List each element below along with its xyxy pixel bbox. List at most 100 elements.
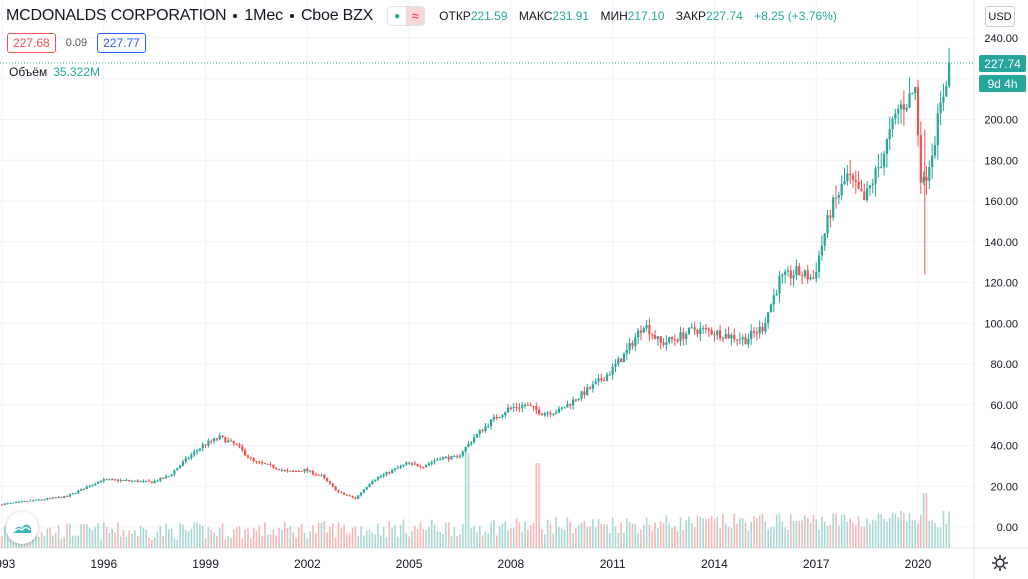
volume-bar [411, 531, 413, 548]
candle-body [905, 107, 908, 110]
candle-body [588, 387, 592, 389]
interval-label[interactable]: 1Мес [244, 7, 283, 24]
candle-body [224, 437, 227, 443]
exchange-label[interactable]: Cboe BZX [300, 7, 374, 24]
candle-body [628, 343, 631, 351]
wave-icon[interactable]: ≈ [406, 7, 425, 25]
separator-dot [233, 14, 238, 18]
buy-price-button[interactable]: 227.77 [97, 33, 146, 53]
candle-body [167, 476, 170, 478]
volume-bar [453, 526, 456, 548]
candle-body [857, 181, 860, 189]
volume-bar [798, 521, 801, 548]
volume-value: 35.322M [53, 65, 100, 79]
volume-bar [303, 533, 306, 548]
y-tick-label: 180.00 [984, 155, 1018, 167]
candle-body [583, 391, 586, 396]
volume-bar [634, 523, 637, 548]
volume-bar [433, 524, 436, 548]
candle-body [484, 426, 487, 432]
quote-row: 227.68 0.09 227.77 [7, 33, 146, 53]
candle-body [244, 450, 247, 456]
volume-bar [580, 522, 583, 548]
candle-body [359, 492, 363, 496]
volume-bar [552, 533, 555, 548]
volume-bar [676, 531, 679, 548]
candle-body [501, 415, 504, 418]
dot-icon[interactable]: ● [394, 10, 401, 22]
volume-bar [470, 528, 473, 548]
candle-body [487, 426, 490, 428]
candle-body [526, 404, 529, 406]
volume-bar [6, 528, 9, 548]
candle-body [436, 459, 439, 461]
candle-body [945, 86, 948, 97]
volume-bar [942, 511, 945, 548]
candle-body [416, 464, 419, 467]
candle-body [806, 270, 809, 280]
candle-body [470, 442, 473, 444]
volume-bar [422, 529, 425, 548]
candle-body [391, 469, 394, 474]
indicator-toggle[interactable]: ● ≈ [387, 6, 426, 26]
candle-body [105, 479, 108, 481]
volume-bar [4, 526, 6, 548]
candle-body [885, 139, 889, 154]
candle-body [187, 457, 190, 459]
settings-gear-icon[interactable] [990, 553, 1010, 573]
volume-bar [770, 527, 772, 548]
candle-body [170, 474, 173, 477]
candle-body [902, 104, 905, 110]
volume-bar [724, 523, 727, 548]
candle-body [193, 451, 196, 455]
volume-bar [213, 532, 215, 548]
symbol-name[interactable]: MCDONALDS CORPORATION [6, 7, 227, 24]
volume-bar [37, 537, 40, 548]
x-tick-label: 2017 [803, 557, 830, 571]
volume-bar [626, 518, 628, 548]
volume-bar [524, 521, 526, 548]
candle-body [71, 493, 74, 495]
candle-body [868, 185, 872, 189]
candle-body [882, 153, 886, 167]
volume-bar [402, 519, 405, 548]
candle-body [673, 339, 676, 341]
candle-body [662, 342, 665, 345]
volume-bar [886, 521, 888, 548]
volume-bar [462, 523, 464, 548]
candle-body [48, 498, 52, 500]
volume-bar [354, 526, 357, 548]
candle-body [136, 480, 139, 483]
candle-body [685, 333, 688, 339]
candle-body [916, 86, 920, 136]
volume-bar [416, 529, 419, 548]
sell-price-button[interactable]: 227.68 [7, 33, 56, 53]
candle-body [77, 490, 80, 494]
candle-body [668, 337, 671, 343]
candle-body [792, 275, 795, 279]
volume-bar [281, 530, 283, 548]
candle-body [693, 327, 696, 330]
candle-body [277, 468, 281, 471]
volume-bar [685, 520, 687, 548]
candle-body [849, 173, 852, 176]
volume-bar [756, 518, 758, 548]
candle-body [894, 113, 897, 119]
candle-body [877, 167, 880, 169]
volume-bar [832, 513, 834, 548]
candle-body [94, 483, 97, 485]
volume-bar [43, 535, 46, 548]
candle-body [210, 441, 213, 443]
volume-bar [507, 530, 509, 548]
candle-body [3, 503, 6, 505]
volume-bar [264, 522, 266, 548]
volume-bar [365, 530, 368, 548]
currency-button[interactable]: USD [985, 6, 1015, 27]
volume-bar [207, 527, 210, 548]
volume-bar [852, 522, 854, 548]
tradingview-logo-icon[interactable] [6, 512, 38, 544]
volume-bar [934, 523, 936, 548]
candle-body [710, 330, 713, 335]
volume-bar [190, 528, 193, 548]
